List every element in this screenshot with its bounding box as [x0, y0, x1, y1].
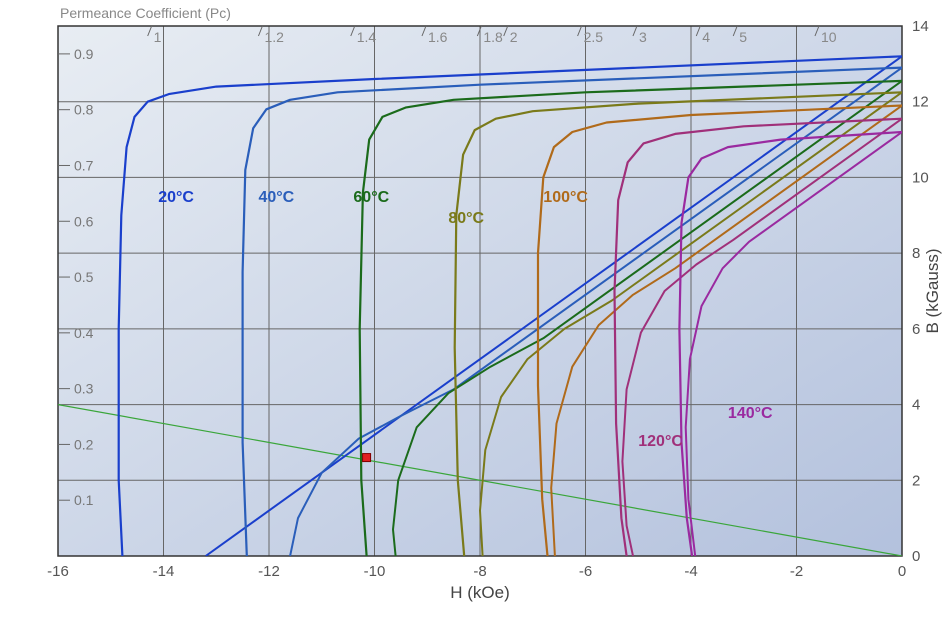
pc-tick-label: 0.5: [74, 269, 94, 285]
pc-tick-label: 0.1: [74, 492, 94, 508]
top-tick-label: 1.2: [264, 29, 284, 45]
top-tick-label: 1.4: [357, 29, 377, 45]
x-tick-label: -10: [364, 563, 386, 580]
b-axis-title: B (kGauss): [923, 248, 942, 333]
top-tick-label: 1.8: [483, 29, 503, 45]
curve-label: 80°C: [448, 210, 484, 227]
demagnetization-chart: 1 1.2 1.4 1.6 1.8 2 2.5 3 4 5 10 0.1 0.2 0.3 0.4 0.5 0.6…: [0, 0, 942, 640]
curve-label: 40°C: [258, 189, 294, 206]
b-tick-label: 0: [912, 548, 920, 565]
x-tick-label: -14: [153, 563, 175, 580]
operating-point-marker: [363, 454, 371, 462]
pc-axis-title: Permeance Coefficient (Pc): [60, 5, 231, 21]
pc-tick-label: 0.4: [74, 325, 94, 341]
top-tick-label: 1: [154, 29, 162, 45]
top-tick-label: 10: [821, 29, 837, 45]
b-tick-label: 10: [912, 169, 929, 186]
b-tick-label: 12: [912, 94, 929, 111]
pc-tick-label: 0.2: [74, 436, 94, 452]
x-tick-label: 0: [898, 563, 906, 580]
pc-tick-label: 0.9: [74, 46, 94, 62]
top-tick-label: 3: [639, 29, 647, 45]
x-tick-label: -4: [684, 563, 697, 580]
top-tick-label: 2.5: [584, 29, 604, 45]
pc-tick-label: 0.7: [74, 157, 94, 173]
x-tick-label: -12: [258, 563, 280, 580]
b-tick-label: 2: [912, 472, 920, 489]
x-tick-label: -6: [579, 563, 592, 580]
pc-tick-label: 0.6: [74, 213, 94, 229]
x-tick-label: -8: [473, 563, 486, 580]
top-tick-label: 4: [702, 29, 710, 45]
top-tick-label: 2: [510, 29, 518, 45]
pc-tick-label: 0.8: [74, 102, 94, 118]
b-tick-label: 14: [912, 18, 929, 35]
b-tick-label: 6: [912, 321, 920, 338]
curve-label: 120°C: [638, 433, 683, 450]
top-tick-label: 5: [739, 29, 747, 45]
b-tick-label: 8: [912, 245, 920, 262]
curve-label: 100°C: [543, 189, 588, 206]
curve-label: 60°C: [353, 189, 389, 206]
x-tick-label: -16: [47, 563, 69, 580]
x-tick-label: -2: [790, 563, 803, 580]
curve-label: 140°C: [728, 405, 773, 422]
b-tick-label: 4: [912, 397, 920, 414]
chart-svg: 1 1.2 1.4 1.6 1.8 2 2.5 3 4 5 10 0.1 0.2 0.3 0.4 0.5 0.6…: [0, 0, 942, 640]
pc-tick-label: 0.3: [74, 381, 94, 397]
top-tick-label: 1.6: [428, 29, 448, 45]
x-axis-title: H (kOe): [450, 583, 510, 602]
curve-label: 20°C: [158, 189, 194, 206]
